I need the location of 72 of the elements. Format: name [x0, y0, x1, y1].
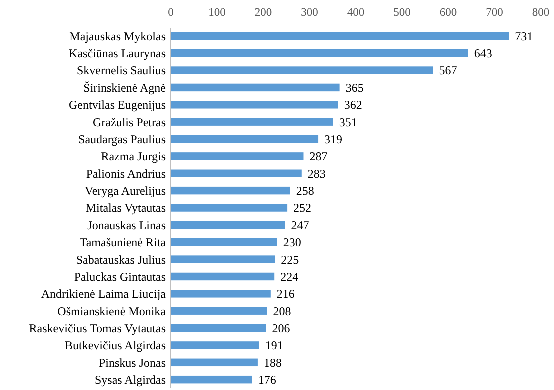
data-label: 252 — [294, 201, 312, 216]
data-label: 191 — [265, 338, 284, 353]
y-tick-label: Gentvilas Eugenijus — [69, 98, 166, 112]
bar — [171, 204, 288, 212]
x-tick-label: 500 — [394, 7, 412, 19]
y-tick-label: Veryga Aurelijus — [85, 184, 166, 198]
bar — [171, 186, 290, 195]
y-tick-label: Širinskienė Agnė — [84, 80, 166, 95]
data-label: 216 — [276, 287, 295, 302]
y-tick-label: Butkevičius Algirdas — [65, 338, 166, 353]
bar — [171, 101, 338, 109]
bar — [171, 221, 286, 230]
bar — [171, 152, 304, 160]
bar — [171, 376, 252, 384]
bar — [171, 49, 468, 58]
data-label: 258 — [296, 184, 314, 198]
y-tick-label: Sysas Algirdas — [94, 373, 166, 388]
y-tick-label: Saudargas Paulius — [78, 132, 166, 146]
data-label: 319 — [324, 132, 343, 146]
data-label: 362 — [344, 98, 362, 112]
data-label: 206 — [272, 321, 290, 336]
x-tick-label: 300 — [301, 7, 319, 19]
bar — [171, 170, 302, 178]
data-label: 225 — [281, 252, 300, 267]
data-label: 283 — [308, 166, 326, 181]
data-label: 643 — [474, 46, 492, 61]
y-tick-label: Raskevičius Tomas Vytautas — [29, 321, 166, 336]
y-tick-label: Sabatauskas Julius — [76, 252, 166, 267]
y-tick-label: Gražulis Petras — [93, 115, 166, 130]
data-label: 176 — [258, 373, 276, 388]
y-tick-label: Palionis Andrius — [86, 166, 166, 181]
bar — [171, 290, 271, 298]
x-tick-label: 100 — [208, 7, 226, 19]
y-tick-label: Andrikienė Laima Liucija — [41, 287, 167, 302]
bar — [171, 66, 434, 74]
x-tick-label: 800 — [532, 7, 550, 19]
bar — [171, 84, 340, 92]
y-tick-label: Razma Jurgis — [101, 150, 166, 164]
bar — [171, 238, 278, 246]
data-label: 567 — [439, 64, 458, 78]
bar — [171, 32, 510, 40]
y-tick-label: Tamašunienė Rita — [80, 236, 167, 250]
data-label: 287 — [310, 150, 328, 164]
y-tick-label: Skvernelis Saulius — [77, 64, 166, 78]
y-tick-label: Pinskus Jonas — [98, 356, 166, 370]
bar — [171, 324, 266, 332]
bar — [171, 342, 260, 350]
y-tick-label: Kasčiūnas Laurynas — [69, 46, 166, 61]
x-tick-label: 0 — [168, 7, 174, 19]
x-tick-label: 400 — [347, 7, 365, 19]
bar — [171, 307, 268, 315]
data-label: 365 — [346, 80, 364, 95]
y-tick-label: Majauskas Mykolas — [70, 29, 166, 44]
y-tick-label: Jonauskas Linas — [88, 218, 166, 232]
data-label: 208 — [273, 304, 292, 318]
data-label: 351 — [339, 115, 358, 130]
bar — [171, 135, 319, 144]
data-label: 188 — [264, 356, 282, 370]
y-tick-label: Ošmianskienė Monika — [58, 304, 167, 318]
bar — [171, 256, 276, 264]
x-tick-label: 200 — [254, 7, 272, 19]
y-tick-label: Paluckas Gintautas — [74, 270, 166, 284]
x-tick-label: 600 — [440, 7, 458, 19]
x-tick-label: 700 — [486, 7, 504, 19]
data-label: 247 — [291, 218, 310, 232]
bar — [171, 358, 258, 367]
data-label: 224 — [280, 270, 299, 284]
data-label: 731 — [515, 29, 534, 44]
data-label: 230 — [283, 236, 302, 250]
y-tick-label: Mitalas Vytautas — [86, 201, 166, 216]
bar — [171, 118, 334, 126]
bar — [171, 272, 275, 281]
